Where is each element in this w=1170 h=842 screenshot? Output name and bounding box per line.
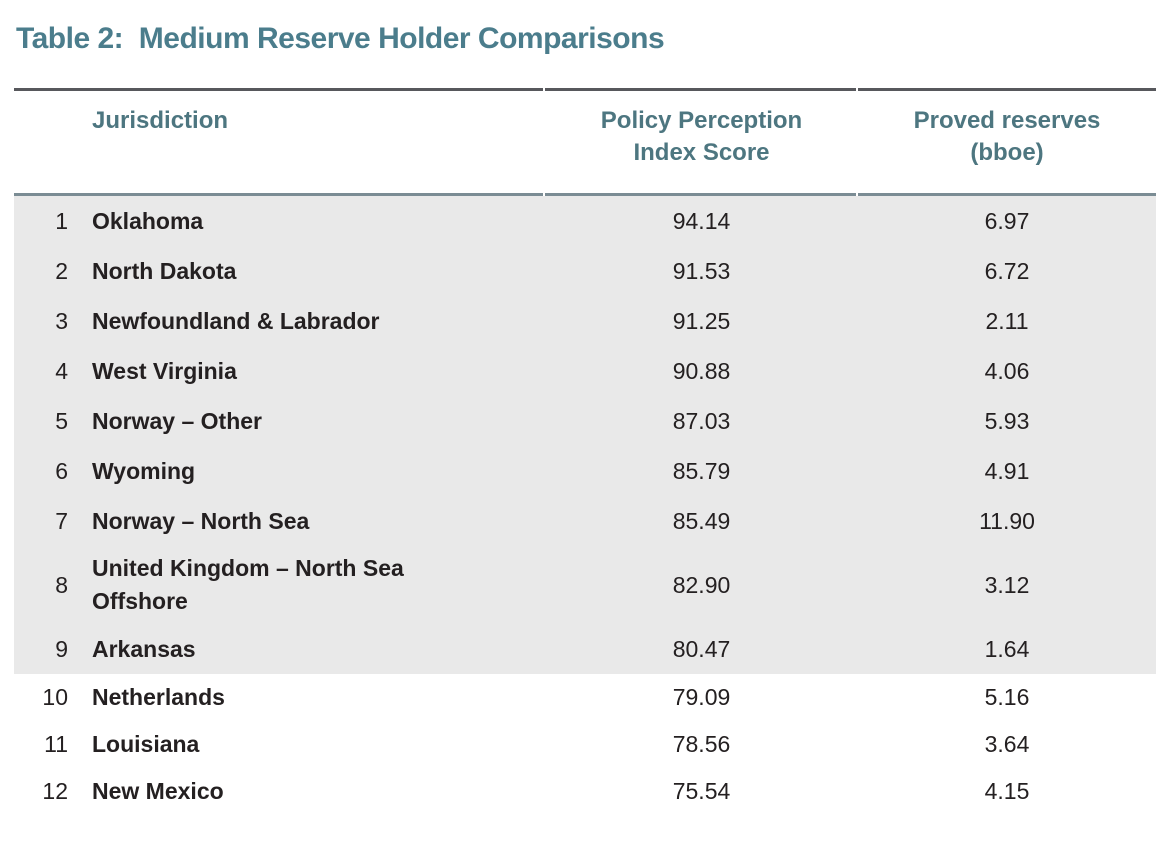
- header-rule-segment: [858, 193, 1156, 196]
- table-row: 4 West Virginia 90.88 4.06: [14, 346, 1156, 396]
- table-figure: Table 2: Medium Reserve Holder Compariso…: [0, 20, 1170, 815]
- jurisdiction-name: United Kingdom – North Sea Offshore: [92, 555, 404, 614]
- proved-reserves-value: 4.15: [984, 778, 1030, 804]
- jurisdiction-name: North Dakota: [92, 257, 237, 284]
- policy-perception-index-score-value: 75.54: [672, 778, 731, 804]
- policy-perception-index-score-value: 87.03: [672, 407, 731, 434]
- jurisdiction-name: Wyoming: [92, 457, 196, 484]
- jurisdiction-cell: 8 United Kingdom – North Sea Offshore: [14, 546, 545, 624]
- proved-reserves-value: 6.72: [984, 257, 1030, 284]
- table-row: 2 North Dakota 91.53 6.72: [14, 246, 1156, 296]
- table-row: 6 Wyoming 85.79 4.91: [14, 446, 1156, 496]
- proved-reserves-value: 3.12: [984, 571, 1030, 598]
- table-row: 5 Norway – Other 87.03 5.93: [14, 396, 1156, 446]
- table-row: 9 Arkansas 80.47 1.64: [14, 624, 1156, 674]
- rank-number: 8: [55, 571, 68, 598]
- policy-perception-index-score-value: 80.47: [672, 635, 731, 662]
- policy-perception-index-score-value: 82.90: [672, 571, 731, 598]
- jurisdiction-cell: 5 Norway – Other: [14, 399, 545, 444]
- header-rule: [14, 193, 1156, 196]
- jurisdiction-name: Netherlands: [92, 684, 225, 710]
- table-row: 1 Oklahoma 94.14 6.97: [14, 196, 1156, 246]
- rank-number: 9: [55, 635, 68, 662]
- rank-number: 3: [55, 307, 68, 334]
- jurisdiction-name: Louisiana: [92, 731, 200, 757]
- proved-reserves-value: 6.97: [984, 207, 1030, 234]
- column-header-jurisdiction: Jurisdiction: [92, 107, 229, 134]
- rank-number: 6: [55, 457, 68, 484]
- column-header-line: Proved reserves: [913, 107, 1101, 134]
- column-header-policy-perception-index-score: Policy Perception Index Score: [545, 105, 858, 169]
- table-row: 11 Louisiana 78.56 3.64: [14, 721, 1156, 768]
- table-body: 1 Oklahoma 94.14 6.97 2 North Dakota 91.53 6.72…: [14, 196, 1156, 815]
- jurisdiction-cell: 11 Louisiana: [14, 722, 545, 767]
- proved-reserves-value: 3.64: [984, 731, 1030, 757]
- table-row: 3 Newfoundland & Labrador 91.25 2.11: [14, 296, 1156, 346]
- policy-perception-index-score-value: 85.49: [672, 507, 731, 534]
- rank-number: 5: [55, 407, 68, 434]
- column-header-line: Policy Perception: [600, 107, 803, 134]
- table-title: Table 2: Medium Reserve Holder Compariso…: [16, 22, 665, 55]
- proved-reserves-value: 4.06: [984, 357, 1030, 384]
- jurisdiction-cell: 12 New Mexico: [14, 769, 545, 814]
- jurisdiction-name: New Mexico: [92, 778, 224, 804]
- proved-reserves-value: 11.90: [979, 507, 1035, 534]
- jurisdiction-cell: 9 Arkansas: [14, 627, 545, 672]
- jurisdiction-cell: 4 West Virginia: [14, 349, 545, 394]
- jurisdiction-name: Arkansas: [92, 635, 196, 662]
- rank-number: 10: [42, 684, 68, 710]
- rank-number: 4: [55, 357, 68, 384]
- jurisdiction-name: West Virginia: [92, 357, 237, 384]
- table-header-row: Jurisdiction Policy Perception Index Sco…: [14, 91, 1156, 193]
- title-rule-segment: [858, 88, 1156, 91]
- title-rule: [14, 88, 1156, 91]
- policy-perception-index-score-value: 94.14: [672, 207, 731, 234]
- jurisdiction-cell: 10 Netherlands: [14, 675, 545, 720]
- proved-reserves-value: 4.91: [984, 457, 1030, 484]
- policy-perception-index-score-value: 85.79: [672, 457, 731, 484]
- jurisdiction-name: Oklahoma: [92, 207, 204, 234]
- jurisdiction-cell: 2 North Dakota: [14, 249, 545, 294]
- policy-perception-index-score-value: 91.25: [672, 307, 731, 334]
- jurisdiction-name: Norway – Other: [92, 407, 262, 434]
- jurisdiction-cell: 1 Oklahoma: [14, 199, 545, 244]
- rank-number: 1: [55, 207, 68, 234]
- policy-perception-index-score-value: 78.56: [672, 731, 731, 757]
- policy-perception-index-score-value: 90.88: [672, 357, 731, 384]
- proved-reserves-value: 1.64: [984, 635, 1030, 662]
- proved-reserves-value: 5.16: [984, 684, 1030, 710]
- table-row: 8 United Kingdom – North Sea Offshore 82.9…: [14, 546, 1156, 624]
- jurisdiction-name: Norway – North Sea: [92, 507, 310, 534]
- column-header-proved-reserves: Proved reserves (bboe): [858, 105, 1156, 169]
- rank-number: 7: [55, 507, 68, 534]
- header-rule-segment: [14, 193, 543, 196]
- table-row: 10 Netherlands 79.09 5.16: [14, 674, 1156, 721]
- table-row: 12 New Mexico 75.54 4.15: [14, 768, 1156, 815]
- jurisdiction-cell: 6 Wyoming: [14, 449, 545, 494]
- title-rule-segment: [545, 88, 856, 91]
- header-rule-segment: [545, 193, 856, 196]
- jurisdiction-cell: 3 Newfoundland & Labrador: [14, 299, 545, 344]
- column-header-line: (bboe): [970, 139, 1044, 166]
- proved-reserves-value: 5.93: [984, 407, 1030, 434]
- table-row: 7 Norway – North Sea 85.49 11.90: [14, 496, 1156, 546]
- column-header-line: Index Score: [633, 139, 770, 166]
- rank-number: 11: [44, 731, 68, 757]
- policy-perception-index-score-value: 91.53: [672, 257, 731, 284]
- jurisdiction-name: Newfoundland & Labrador: [92, 307, 380, 334]
- jurisdiction-cell: 7 Norway – North Sea: [14, 499, 545, 544]
- policy-perception-index-score-value: 79.09: [672, 684, 731, 710]
- rank-number: 12: [42, 778, 68, 804]
- proved-reserves-value: 2.11: [985, 307, 1029, 334]
- title-rule-segment: [14, 88, 543, 91]
- rank-number: 2: [55, 257, 68, 284]
